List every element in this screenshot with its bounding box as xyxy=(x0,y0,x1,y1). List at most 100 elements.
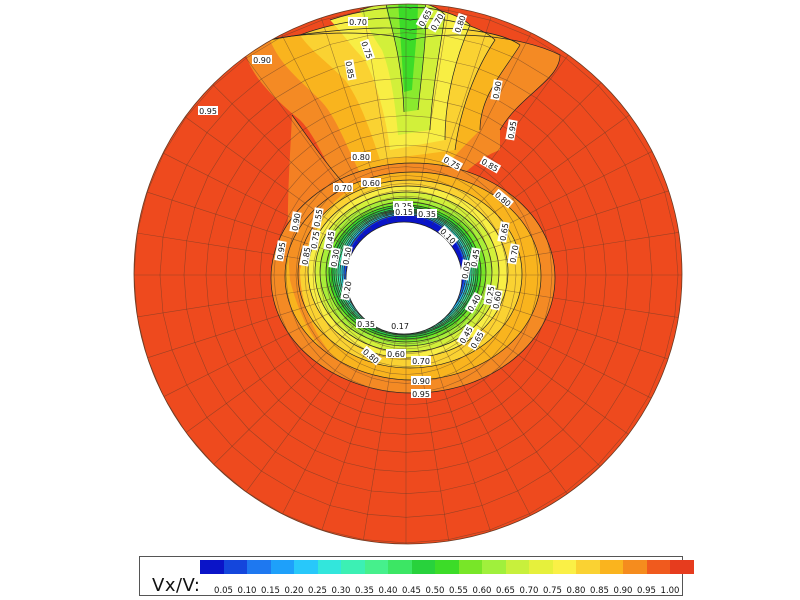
contour-label-text: 0.75 xyxy=(310,231,322,250)
contour-label-text: 0.65 xyxy=(499,223,511,242)
contour-label: 0.60 xyxy=(490,289,503,311)
mesh-ring xyxy=(319,189,493,361)
colorbar-tick-label: 0.35 xyxy=(355,586,374,596)
contour-label-bg xyxy=(467,328,486,351)
colorbar-tick-label: 0.75 xyxy=(543,586,562,596)
contour-label-bg xyxy=(311,207,324,229)
mesh-radial-line xyxy=(463,283,682,319)
mesh-ring xyxy=(325,195,487,355)
mesh-radial-line xyxy=(423,12,493,222)
mesh-radial-line xyxy=(439,51,571,230)
contour-label: 0.25 xyxy=(393,201,413,211)
contour-label: 0.45 xyxy=(323,229,337,251)
contour-label: 0.90 xyxy=(411,376,431,386)
mesh-radial-line xyxy=(241,51,373,230)
contour-label-text: 0.60 xyxy=(387,350,405,359)
mesh-radial-line xyxy=(133,283,349,319)
colorbar-swatch xyxy=(223,560,247,574)
contour-label: 0.80 xyxy=(351,152,371,162)
colorbar-tick-label: 0.60 xyxy=(472,586,492,596)
mesh-radial-line xyxy=(139,292,351,361)
contour-label-text: 0.30 xyxy=(330,249,342,268)
contour-label-text: 0.70 xyxy=(509,245,521,264)
colorbar-tick-label: 0.40 xyxy=(378,586,398,596)
contour-label-bg xyxy=(394,207,414,216)
contour-label-text: 0.45 xyxy=(325,231,337,250)
colorbar-swatch xyxy=(341,560,365,574)
colorbar-swatch xyxy=(670,560,694,574)
colorbar-swatch xyxy=(623,560,647,574)
contour-label: 0.90 xyxy=(289,211,303,233)
contour-label-text: 0.95 xyxy=(507,121,519,140)
contour-label: 0.70 xyxy=(348,17,368,27)
contour-label-text: 0.15 xyxy=(395,208,413,217)
contour-label-text: 0.70 xyxy=(349,18,367,27)
contour-label-bg xyxy=(351,152,371,161)
colorbar-swatch xyxy=(552,560,576,574)
contour-label: 0.90 xyxy=(252,55,272,65)
contour-label-bg xyxy=(323,229,336,251)
contour-label-bg xyxy=(490,79,503,101)
colorbar-swatch xyxy=(270,560,294,574)
mesh-radial-line xyxy=(278,324,380,522)
mesh-radial-line xyxy=(278,28,380,226)
mesh-ring xyxy=(339,209,473,341)
contour-label-bg xyxy=(415,6,434,29)
contour-label-text: 0.90 xyxy=(253,56,271,65)
contour-label-bg xyxy=(479,155,502,174)
colorbar-swatch xyxy=(505,560,529,574)
mesh-radial-line xyxy=(241,320,373,499)
colorbar-tick-label: 1.00 xyxy=(660,586,680,596)
colorbar-swatch xyxy=(435,560,459,574)
mesh-radial-line xyxy=(452,307,633,438)
mesh-ring xyxy=(330,200,482,350)
mesh-radial-line xyxy=(452,112,633,243)
contour-label: 0.65 xyxy=(497,221,511,243)
colorbar-tick-label: 0.20 xyxy=(284,586,304,596)
contour-label-text: 0.60 xyxy=(362,179,380,188)
contour-label: 0.70 xyxy=(411,356,431,366)
mesh-radial-line xyxy=(432,28,534,226)
mesh-radial-line xyxy=(446,79,605,236)
mesh-ring xyxy=(273,144,539,406)
contour-label-bg xyxy=(289,211,302,233)
colorbar-tick-label: 0.15 xyxy=(261,586,280,596)
mesh-radial-line xyxy=(156,149,355,250)
mesh-ring xyxy=(243,115,569,435)
colorbar-tick-label: 0.05 xyxy=(214,586,233,596)
contour-label: 0.15 xyxy=(394,207,414,217)
colorbar-tick-label: 0.50 xyxy=(425,586,445,596)
mesh-radial-line xyxy=(457,300,656,401)
contour-label-bg xyxy=(492,188,514,209)
contour-label: 0.35 xyxy=(356,319,376,329)
contour-label: 0.55 xyxy=(311,207,324,229)
contour-label: 0.20 xyxy=(340,279,353,301)
mesh-radial-line xyxy=(179,307,360,438)
colorbar-tick-label: 0.30 xyxy=(331,586,351,596)
mesh-ring xyxy=(225,97,587,453)
contour-label-bg xyxy=(340,279,353,301)
mesh-ring xyxy=(295,166,517,384)
mesh-radial-line xyxy=(461,189,673,258)
contour-label-text: 0.85 xyxy=(301,247,313,266)
colorbar-swatch xyxy=(247,560,271,574)
colorbar-swatch xyxy=(364,560,388,574)
contour-label-text: 0.95 xyxy=(276,242,288,261)
contour-label-bg xyxy=(438,225,459,246)
mesh-ring xyxy=(312,183,500,367)
contour-label: 0.95 xyxy=(411,389,431,399)
contour-label: 0.50 xyxy=(340,245,353,267)
contour-label-text: 0.90 xyxy=(291,213,303,232)
mesh-ring xyxy=(343,213,469,337)
mesh-radial-line xyxy=(361,4,398,220)
contour-label-bg xyxy=(356,319,376,328)
mesh-ring xyxy=(259,130,553,420)
contour-label-text: 0.90 xyxy=(492,81,504,100)
contour-label-text: 0.17 xyxy=(391,322,409,331)
contour-label-bg xyxy=(468,247,481,269)
colorbar-swatch xyxy=(294,560,318,574)
colorbar-swatch xyxy=(317,560,341,574)
contour-label: 0.35 xyxy=(417,209,437,219)
contour-label-bg xyxy=(386,349,406,358)
contour-label-bg xyxy=(507,243,520,265)
